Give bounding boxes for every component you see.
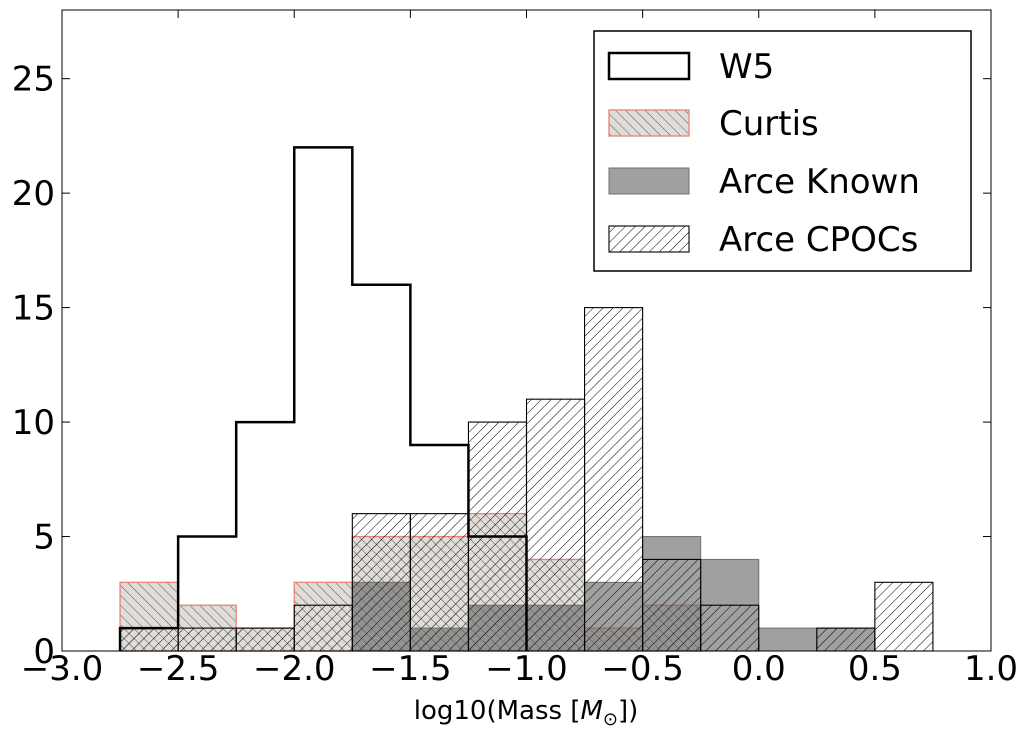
x-tick-label: −2.5: [137, 649, 220, 689]
legend-swatch-arce-known: [608, 167, 690, 195]
legend-swatch-curtis: [608, 109, 690, 137]
axis-ticks: −3.0 −2.5 −2.0 −1.5 −1.0 −0.5 0.0 0.5 1.0 0 5 10 15 2…: [12, 10, 1018, 689]
x-tick-label: 1.0: [964, 649, 1018, 689]
arce-cpocs-bar: [351, 513, 411, 652]
arce-cpocs-bar: [409, 513, 469, 652]
arce-cpocs-bar: [177, 627, 237, 652]
x-tick-label: 0.0: [732, 649, 786, 689]
y-tick-label: 25: [12, 60, 55, 100]
legend-swatch-w5: [607, 51, 691, 81]
x-tick-label: −3.0: [21, 649, 104, 689]
x-axis-label-text: log10(Mass [: [414, 696, 581, 726]
y-tick-label: 10: [12, 403, 55, 443]
x-tick-label: −1.0: [485, 649, 568, 689]
arce-cpocs-bar: [584, 307, 644, 652]
arce-cpocs-bar: [816, 627, 876, 652]
arce-known-bar: [758, 627, 818, 652]
arce-cpocs-bar: [525, 398, 586, 652]
y-tick-label: 20: [12, 174, 55, 214]
arce-cpocs-bar: [700, 604, 760, 652]
arce-cpocs-bar: [235, 627, 295, 652]
legend-label-arce-known: Arce Known: [719, 162, 920, 202]
arce-cpocs-bar: [293, 604, 353, 652]
arce-cpocs-bar: [119, 627, 179, 652]
legend: W5 Curtis Arce Known Arce CPOCs: [593, 30, 972, 272]
y-tick-label: 0: [33, 632, 55, 672]
x-tick-label: 0.5: [848, 649, 902, 689]
legend-label-w5: W5: [719, 47, 774, 87]
x-axis-label-symbol: M: [580, 696, 602, 726]
legend-label-curtis: Curtis: [719, 104, 819, 144]
x-tick-label: −1.5: [369, 649, 452, 689]
x-tick-label: −2.0: [253, 649, 336, 689]
legend-label-arce-cpocs: Arce CPOCs: [719, 220, 918, 260]
y-tick-label: 15: [12, 289, 55, 329]
x-axis-label-end: ]): [618, 696, 638, 726]
x-tick-label: −0.5: [601, 649, 684, 689]
arce-cpocs-bar: [874, 581, 934, 652]
w5-step-line: [118, 146, 528, 651]
arce-cpocs-bar: [642, 558, 702, 652]
x-axis-label: log10(Mass [M⊙]): [414, 696, 639, 730]
x-axis-label-subscript: ⊙: [603, 709, 618, 730]
legend-swatch-arce-cpocs: [608, 225, 690, 253]
y-tick-label: 5: [33, 518, 55, 558]
